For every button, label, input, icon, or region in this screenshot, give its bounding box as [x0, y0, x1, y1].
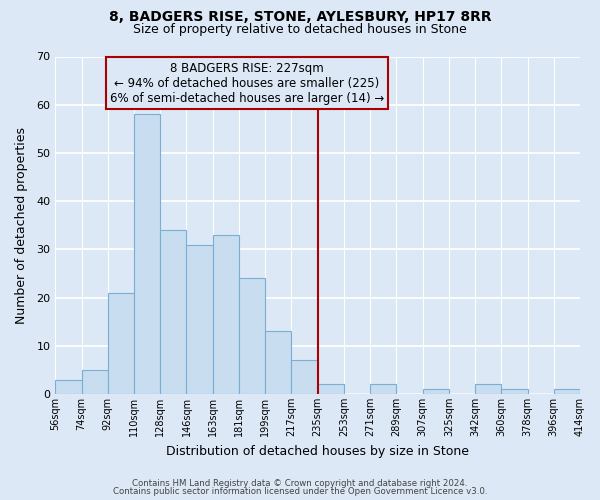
- Bar: [292, 360, 317, 394]
- Text: Contains HM Land Registry data © Crown copyright and database right 2024.: Contains HM Land Registry data © Crown c…: [132, 478, 468, 488]
- Bar: [55, 380, 82, 394]
- Text: Contains public sector information licensed under the Open Government Licence v3: Contains public sector information licen…: [113, 487, 487, 496]
- Bar: [108, 293, 134, 394]
- Text: 8 BADGERS RISE: 227sqm
← 94% of detached houses are smaller (225)
6% of semi-det: 8 BADGERS RISE: 227sqm ← 94% of detached…: [110, 62, 384, 104]
- Bar: [554, 389, 580, 394]
- Bar: [82, 370, 108, 394]
- Y-axis label: Number of detached properties: Number of detached properties: [15, 127, 28, 324]
- Bar: [265, 332, 292, 394]
- Bar: [422, 389, 449, 394]
- Bar: [239, 278, 265, 394]
- Bar: [317, 384, 344, 394]
- Bar: [213, 235, 239, 394]
- Bar: [475, 384, 501, 394]
- Bar: [370, 384, 397, 394]
- Text: Size of property relative to detached houses in Stone: Size of property relative to detached ho…: [133, 22, 467, 36]
- Bar: [134, 114, 160, 394]
- Bar: [501, 389, 527, 394]
- Bar: [187, 244, 213, 394]
- Text: 8, BADGERS RISE, STONE, AYLESBURY, HP17 8RR: 8, BADGERS RISE, STONE, AYLESBURY, HP17 …: [109, 10, 491, 24]
- X-axis label: Distribution of detached houses by size in Stone: Distribution of detached houses by size …: [166, 444, 469, 458]
- Bar: [160, 230, 187, 394]
